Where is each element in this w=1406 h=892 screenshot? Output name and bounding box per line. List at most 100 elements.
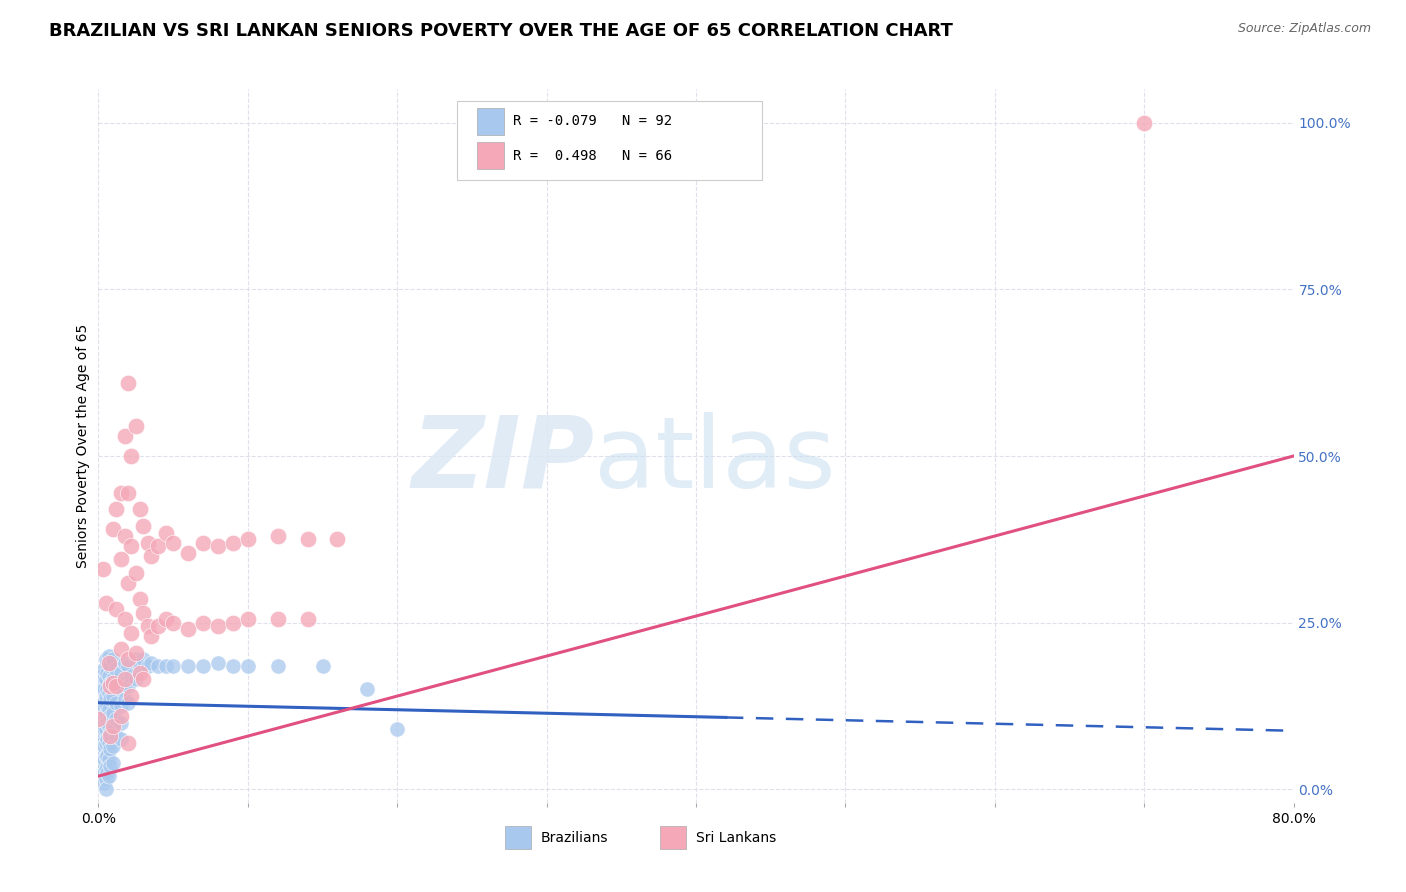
Point (94, 596, 117, 610)
Point (91, 669, 114, 683)
Point (105, 502, 128, 516)
Point (93, 739, 115, 753)
Point (125, 646, 148, 660)
Point (105, 729, 128, 743)
Point (96, 682, 118, 697)
Point (114, 656, 136, 670)
Point (236, 612, 259, 626)
Point (97, 736, 120, 750)
Point (155, 659, 177, 673)
Point (114, 429, 136, 443)
Point (222, 535, 245, 549)
Point (207, 619, 229, 633)
Point (222, 615, 245, 630)
Point (105, 696, 128, 710)
Point (117, 659, 139, 673)
Point (207, 539, 229, 553)
Point (117, 575, 139, 590)
Point (96, 699, 118, 714)
FancyBboxPatch shape (661, 826, 686, 849)
Point (94, 689, 117, 703)
Point (94, 736, 117, 750)
Point (91, 562, 114, 576)
Point (267, 659, 290, 673)
Point (103, 723, 125, 737)
Point (117, 652, 139, 666)
Point (139, 629, 162, 643)
FancyBboxPatch shape (477, 142, 503, 169)
Point (98, 692, 122, 706)
Point (103, 652, 125, 666)
Point (91, 736, 114, 750)
Point (177, 623, 200, 637)
Point (110, 682, 132, 697)
Point (105, 713, 128, 727)
Point (385, 723, 409, 737)
Point (267, 612, 290, 626)
Point (93, 662, 115, 676)
Point (91, 763, 114, 777)
Point (110, 665, 132, 680)
Text: Source: ZipAtlas.com: Source: ZipAtlas.com (1237, 22, 1371, 36)
Point (311, 659, 333, 673)
Point (297, 533, 319, 547)
Point (177, 659, 200, 673)
Point (120, 625, 142, 640)
Point (103, 689, 125, 703)
Point (97, 769, 120, 783)
Point (162, 535, 184, 549)
Point (114, 612, 136, 626)
Point (93, 765, 115, 780)
Point (129, 665, 152, 680)
Point (94, 782, 117, 797)
Point (114, 675, 136, 690)
Point (91, 719, 114, 733)
Y-axis label: Seniors Poverty Over the Age of 65: Seniors Poverty Over the Age of 65 (76, 324, 90, 568)
Point (267, 529, 290, 543)
Point (96, 732, 118, 747)
Point (97, 686, 120, 700)
Point (117, 376, 139, 390)
Point (87, 713, 110, 727)
Text: BRAZILIAN VS SRI LANKAN SENIORS POVERTY OVER THE AGE OF 65 CORRELATION CHART: BRAZILIAN VS SRI LANKAN SENIORS POVERTY … (49, 22, 953, 40)
Point (162, 615, 184, 630)
Point (326, 533, 349, 547)
Point (125, 566, 148, 580)
Point (136, 619, 159, 633)
Point (117, 736, 139, 750)
Point (103, 739, 125, 753)
Point (94, 706, 117, 720)
Point (97, 649, 120, 664)
Point (356, 682, 378, 697)
Point (117, 696, 139, 710)
Point (125, 419, 148, 434)
Text: Brazilians: Brazilians (541, 830, 609, 845)
Point (103, 673, 125, 687)
Point (90, 713, 112, 727)
Point (110, 699, 132, 714)
Point (97, 656, 120, 670)
Point (103, 706, 125, 720)
Point (132, 606, 155, 620)
Point (90, 679, 112, 693)
Point (222, 659, 245, 673)
Point (105, 662, 128, 676)
Point (1133, 115, 1156, 129)
Point (114, 673, 136, 687)
Point (114, 692, 136, 706)
Text: R =  0.498   N = 66: R = 0.498 N = 66 (513, 149, 672, 162)
Point (120, 449, 142, 463)
FancyBboxPatch shape (505, 826, 531, 849)
FancyBboxPatch shape (477, 108, 503, 135)
Point (236, 533, 259, 547)
Point (93, 723, 115, 737)
Point (98, 679, 122, 693)
Point (148, 539, 170, 553)
Point (129, 592, 152, 607)
Point (94, 673, 117, 687)
Point (98, 659, 122, 673)
Point (98, 725, 122, 739)
Point (120, 669, 142, 683)
Point (117, 679, 139, 693)
Point (114, 529, 136, 543)
